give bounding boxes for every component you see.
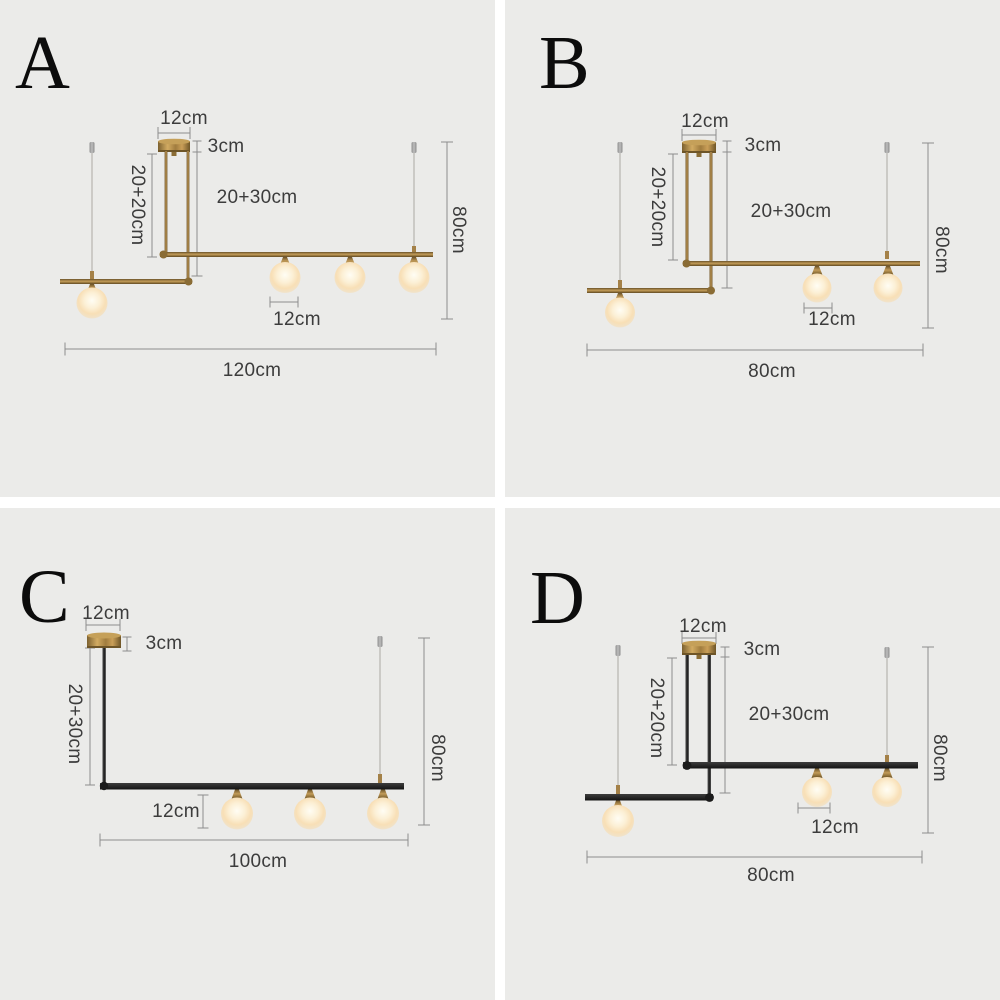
dim-canopy-height: 3cm xyxy=(145,633,183,654)
dim-canopy-height: 3cm xyxy=(743,639,781,660)
dim-globe-diameter: 12cm xyxy=(273,309,321,330)
dim-fixture-height: 80cm xyxy=(448,206,469,254)
ceiling-canopy xyxy=(158,138,190,156)
dimension-lines xyxy=(64,127,453,356)
panel-d: D 12cm 3cm 20+20cm 20+30cm 80cm 12cm 80c… xyxy=(505,508,1000,1000)
dim-canopy-height: 3cm xyxy=(744,135,782,156)
dim-drop-right: 20+30cm xyxy=(750,201,832,222)
dimension-lines xyxy=(586,129,934,357)
dim-canopy-width: 12cm xyxy=(160,108,208,129)
dim-fixture-height: 80cm xyxy=(427,734,448,782)
dim-total-width: 120cm xyxy=(222,360,282,381)
dim-drop-left: 20+20cm xyxy=(647,166,668,248)
fixture-diagram-b xyxy=(586,129,934,357)
dim-total-width: 80cm xyxy=(748,361,796,382)
dimension-lines xyxy=(586,632,934,864)
dim-fixture-height: 80cm xyxy=(931,226,952,274)
suspension-wires xyxy=(89,142,417,280)
panel-letter: A xyxy=(15,21,70,105)
glass-globes xyxy=(221,789,399,830)
ceiling-canopy xyxy=(682,640,716,659)
dim-fixture-height: 80cm xyxy=(929,734,950,782)
dim-globe-diameter: 12cm xyxy=(808,309,856,330)
suspension-wires xyxy=(377,636,383,784)
dim-drop: 20+30cm xyxy=(64,683,85,765)
panel-c: C 12cm 3cm 20+30cm 80cm 12cm 100cm xyxy=(0,508,495,1000)
dim-canopy-height: 3cm xyxy=(207,136,245,157)
dim-total-width: 100cm xyxy=(228,851,288,872)
rods-and-bars xyxy=(60,151,433,286)
dim-drop-left: 20+20cm xyxy=(646,677,667,759)
dim-canopy-width: 12cm xyxy=(681,111,729,132)
panel-letter: B xyxy=(539,21,590,105)
panel-a: A 12cm 3cm 20+20cm 20+30cm 80cm 12cm 120… xyxy=(0,0,495,497)
panel-letter: D xyxy=(530,556,585,640)
rods-and-bars xyxy=(99,648,404,791)
fixture-diagram-c xyxy=(85,619,430,847)
dimension-lines xyxy=(85,619,430,847)
dim-canopy-width: 12cm xyxy=(679,616,727,637)
dim-globe-diameter: 12cm xyxy=(152,801,200,822)
dim-total-width: 80cm xyxy=(747,865,795,886)
glass-globes xyxy=(76,257,430,319)
ceiling-canopy xyxy=(87,632,121,648)
suspension-wires xyxy=(617,142,890,289)
glass-globes xyxy=(602,768,902,837)
rods-and-bars xyxy=(585,655,918,802)
rods-and-bars xyxy=(587,152,920,295)
fixture-diagram-d xyxy=(585,632,934,864)
dim-drop-right: 20+30cm xyxy=(216,187,298,208)
dim-globe-diameter: 12cm xyxy=(811,817,859,838)
fixture-diagram-a xyxy=(60,127,453,356)
ceiling-canopy xyxy=(682,139,716,157)
dim-drop-right: 20+30cm xyxy=(748,704,830,725)
dim-drop-left: 20+20cm xyxy=(127,164,148,246)
dim-canopy-width: 12cm xyxy=(82,603,130,624)
panel-b: B 12cm 3cm 20+20cm 20+30cm 80cm 12cm 80c… xyxy=(505,0,1000,497)
suspension-wires xyxy=(615,645,890,795)
glass-globes xyxy=(605,266,903,328)
panel-letter: C xyxy=(19,555,70,639)
